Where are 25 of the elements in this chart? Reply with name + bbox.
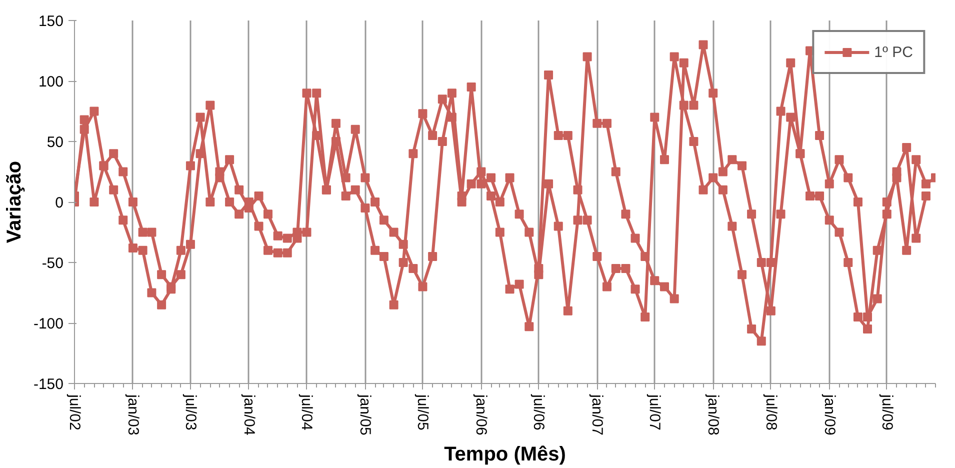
- x-tick-label: jan/09: [820, 394, 838, 436]
- x-tick-label: jan/07: [588, 394, 606, 436]
- y-tick-label: -50: [42, 255, 64, 272]
- x-tick-label: jul/07: [646, 394, 664, 430]
- x-tick-label: jul/06: [530, 394, 548, 430]
- y-tick-label: 0: [55, 194, 64, 212]
- y-axis-title: Variação: [3, 160, 26, 244]
- x-tick-label: jan/05: [356, 394, 374, 436]
- x-tick-label: jul/08: [762, 394, 780, 430]
- x-tick-label: jul/05: [414, 394, 432, 430]
- x-tick-label: jul/03: [182, 394, 199, 430]
- x-tick-label: jan/08: [704, 394, 722, 436]
- x-tick-label: jan/03: [124, 394, 142, 436]
- x-axis-title: Tempo (Mês): [444, 443, 566, 466]
- x-tick-label: jan/04: [240, 394, 258, 436]
- x-tick-label: jan/06: [472, 394, 490, 436]
- y-tick-label: 150: [38, 13, 64, 30]
- legend-label: 1º PC: [874, 44, 913, 60]
- y-tick-label: 50: [46, 134, 64, 151]
- y-tick-label: 100: [38, 74, 64, 90]
- x-tick-label: jul/04: [298, 394, 316, 430]
- y-tick-label: -150: [33, 376, 64, 393]
- y-tick-label: -100: [33, 316, 64, 332]
- x-tick-label: jul/02: [66, 394, 83, 430]
- x-tick-label: jul/09: [878, 394, 896, 430]
